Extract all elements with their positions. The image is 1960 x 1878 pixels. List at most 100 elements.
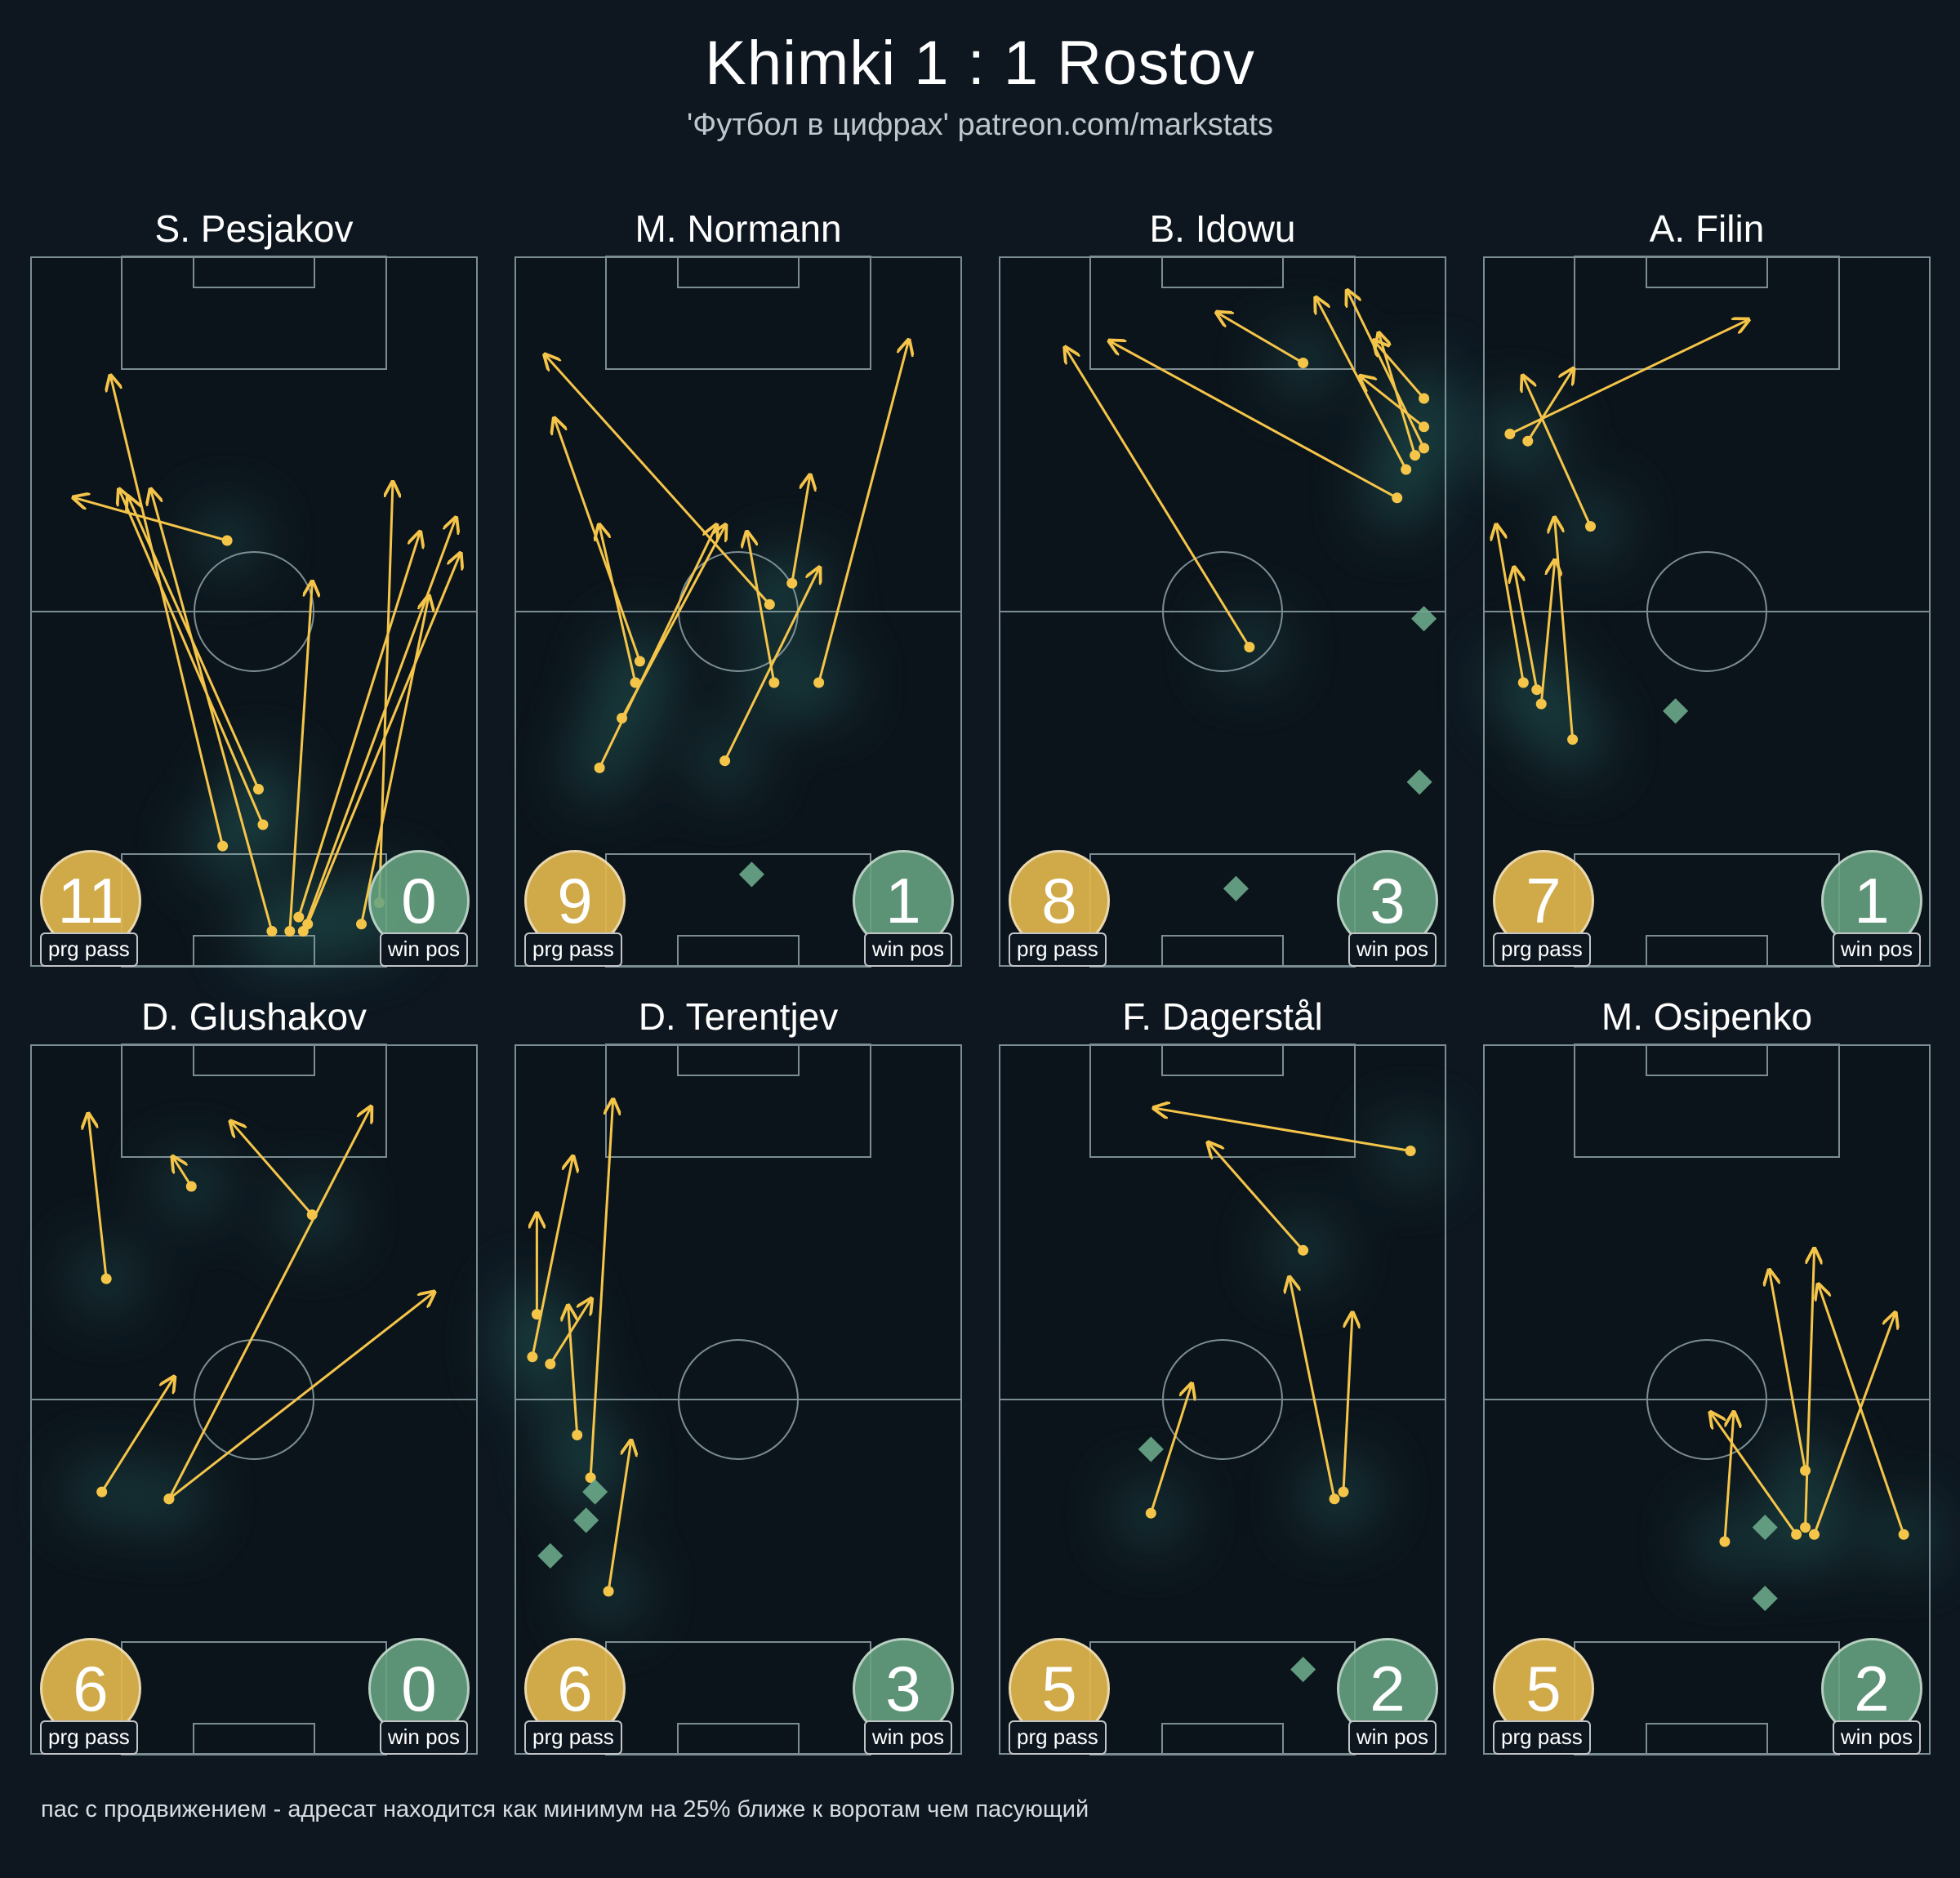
pass-arrow [151,491,274,932]
pass-origin-dot [302,919,314,930]
pass-origin-dot [1298,358,1309,368]
pass-origin-dot [719,755,731,767]
pass-origin-dot [1392,492,1403,504]
center-circle [1646,1339,1767,1460]
win-position-marker [1752,1586,1778,1612]
pass-arrow [1156,1108,1411,1152]
pass-origin-dot [217,840,229,852]
player-name: S. Pesjakov [154,207,354,250]
pass-arrow [1361,377,1425,428]
pitch [999,256,1452,968]
pitch-markings [30,256,478,968]
pass-origin-dot [545,1359,556,1369]
pass-origin-dot [1244,642,1255,652]
pass-origin-dot [1419,421,1430,433]
pass-arrow [568,1307,579,1435]
player-name: D. Terentjev [638,995,839,1038]
player-panel: F. Dagerstål 5 2 prg pass win pos [999,992,1446,1809]
pass-origin-dot [1567,734,1579,745]
pass-origin-dot [1401,464,1412,475]
pass-origin-dot [257,819,269,830]
win-pos-label: win pos [863,1720,952,1755]
pass-origin-dot [527,1351,538,1363]
player-name: A. Filin [1649,207,1765,250]
pass-arrow [120,491,265,826]
pitch [504,1044,962,1756]
pass-origin-dot [572,1430,583,1440]
six-yard-box-bottom [1646,935,1768,968]
center-circle [194,1339,314,1460]
six-yard-box-bottom [193,1723,315,1756]
pass-origin-dot [163,1493,175,1505]
pass-arrow [817,341,909,683]
pass-arrow [167,1293,433,1500]
win-position-marker [1223,875,1249,901]
pass-arrow [75,498,228,542]
pass-arrow [1509,320,1747,435]
win-pos-label: win pos [1832,1720,1921,1755]
pass-origin-dot [1531,684,1543,696]
pitch [30,256,478,968]
win-pos-label: win pos [379,932,468,967]
pass-origin-dot [356,919,368,930]
pitch [1481,256,1931,968]
six-yard-box-bottom [1161,935,1284,968]
player-panel: A. Filin 7 1 prg pass win pos [1481,204,1931,1021]
pass-origin-dot [603,1586,614,1597]
player-name: M. Osipenko [1601,995,1813,1038]
pass-origin-dot [1517,677,1529,688]
pass-origin-dot [1329,1493,1340,1505]
pass-origin-dot [1405,1146,1416,1156]
pass-origin-dot [1719,1536,1731,1547]
pass-origin-dot [293,911,305,923]
pitch-markings [514,256,962,968]
player-panel: S. Pesjakov 11 0 prg pass win pos [30,204,478,1021]
pass-origin-dot [1298,1244,1309,1256]
pass-arrow [297,533,420,918]
pass-origin-dot [1898,1529,1909,1540]
pass-arrow [111,377,225,847]
prg-pass-label: prg pass [1009,932,1107,967]
pass-origin-dot [1145,1507,1156,1519]
pass-arrow [546,356,771,606]
pass-origin-dot [1410,450,1421,461]
pass-arrow [1149,1386,1191,1514]
pass-arrow [88,1115,108,1279]
prg-pass-label: prg pass [1009,1720,1107,1755]
center-circle [1162,1339,1283,1460]
pass-arrow [1539,562,1554,705]
pitch [999,1044,1446,1756]
player-panel: D. Glushakov 6 0 prg pass win pos [30,992,478,1809]
pass-arrow [1111,341,1398,500]
pass-arrow [173,1158,193,1187]
six-yard-box-bottom [1161,1723,1284,1756]
pass-origin-dot [1809,1529,1820,1540]
pass-origin-dot [768,677,780,688]
player-name: F. Dagerstål [1122,995,1323,1038]
pass-origin-dot [617,713,628,723]
pass-arrow [360,598,429,925]
pass-arrow [288,583,312,932]
win-pos-label: win pos [379,1720,468,1755]
six-yard-box-bottom [677,935,800,968]
six-yard-box-top [1161,1044,1284,1076]
player-panel: B. Idowu 8 3 prg pass win pos [999,204,1452,1021]
player-panel: M. Normann 9 1 prg pass win pos [514,204,962,1021]
pass-arrow [1374,341,1425,399]
player-panel: M. Osipenko 5 2 prg pass win pos [1483,992,1932,1809]
pass-arrow [1523,377,1592,527]
player-name: B. Idowu [1149,207,1296,250]
pass-origin-dot [100,1273,112,1284]
pass-origin-dot [634,656,645,667]
pitch [30,1044,478,1756]
pass-arrow [599,527,637,683]
pass-origin-dot [221,535,233,546]
pass-arrow [1514,569,1539,690]
pass-arrow [1804,1250,1815,1528]
pass-arrow [1555,519,1575,740]
center-circle [194,551,314,672]
pass-origin-dot [1791,1529,1802,1540]
pass-origin-dot [1800,1522,1811,1533]
pass-arrow [1066,349,1251,648]
